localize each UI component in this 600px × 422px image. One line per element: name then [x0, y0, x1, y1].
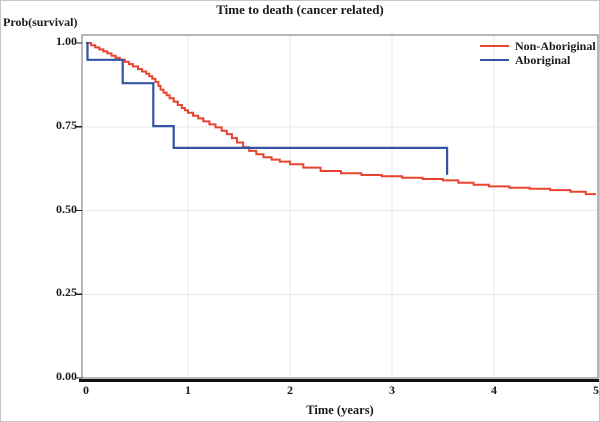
y-tick-label: 0.00: [56, 369, 77, 383]
legend-line-swatch: [480, 59, 509, 61]
y-axis-title: Prob(survival): [3, 15, 78, 29]
y-tick-label: 1.00: [56, 34, 77, 48]
x-tick-label: 5: [593, 383, 599, 397]
km-curve-non-aboriginal: [86, 42, 596, 196]
legend: Non-Aboriginal Aboriginal: [480, 39, 596, 67]
chart-title: Time to death (cancer related): [216, 2, 384, 17]
legend-label: Aboriginal: [515, 52, 571, 67]
x-tick-label: 3: [389, 383, 395, 397]
x-tick-label: 4: [491, 383, 497, 397]
legend-label: Non-Aboriginal: [515, 38, 596, 53]
y-tick-label: 0.25: [56, 285, 77, 300]
x-tick-label: 0: [83, 383, 89, 397]
legend-entry-aboriginal: Aboriginal: [480, 53, 596, 67]
plot-frame: [81, 34, 599, 379]
km-curve-aboriginal: [86, 41, 449, 175]
y-tick-label: 0.75: [56, 117, 77, 132]
legend-line-swatch: [480, 45, 509, 47]
y-tick-label: 0.50: [56, 201, 77, 216]
legend-entry-non-aboriginal: Non-Aboriginal: [480, 39, 596, 53]
x-axis-title: Time (years): [306, 403, 374, 417]
x-tick-label: 2: [287, 383, 293, 397]
x-tick-label: 1: [185, 383, 191, 397]
